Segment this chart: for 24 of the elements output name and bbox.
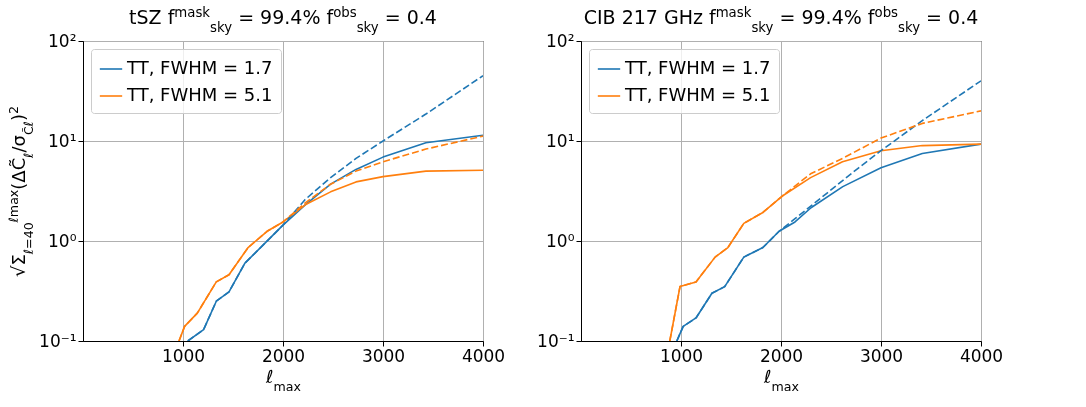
y-tick-label: 10⁰ [48, 230, 77, 251]
x-tick-label: 1000 [659, 345, 704, 366]
y-tick-label: 10² [546, 30, 575, 51]
y-tick-label: 10² [48, 30, 77, 51]
chart-title: tSZ f$^{mask}$$_{sky}$ = 99.4% f$^{obs}$$_{sky}$ = 0.4 [129, 4, 437, 35]
y-tick-label: 10⁰ [546, 230, 575, 251]
x-tick-label: 2000 [759, 345, 804, 366]
x-tick-label: 2000 [261, 345, 306, 366]
legend-label: TT, FWHM = 5.1 [126, 84, 273, 105]
x-tick-label: 3000 [361, 345, 406, 366]
x-tick-label: 3000 [859, 345, 904, 366]
chart-title: CIB 217 GHz f$^{mask}$$_{sky}$ = 99.4% f$^{obs}$$_{sky}$ = 0.4 [583, 4, 979, 35]
y-tick-label: 10⁻¹ [537, 330, 575, 351]
legend-label: TT, FWHM = 1.7 [624, 57, 771, 78]
y-tick-label: 10¹ [546, 130, 575, 151]
x-axis-title: ℓ$_{max}$ [763, 365, 800, 393]
x-tick-label: 4000 [959, 345, 1004, 366]
y-tick-label: 10⁻¹ [39, 330, 77, 351]
legend-label: TT, FWHM = 1.7 [126, 57, 273, 78]
x-tick-label: 4000 [461, 345, 506, 366]
x-axis-title: ℓ$_{max}$ [265, 365, 302, 393]
legend-label: TT, FWHM = 5.1 [624, 84, 771, 105]
y-tick-label: 10¹ [48, 130, 77, 151]
x-tick-label: 1000 [161, 345, 206, 366]
